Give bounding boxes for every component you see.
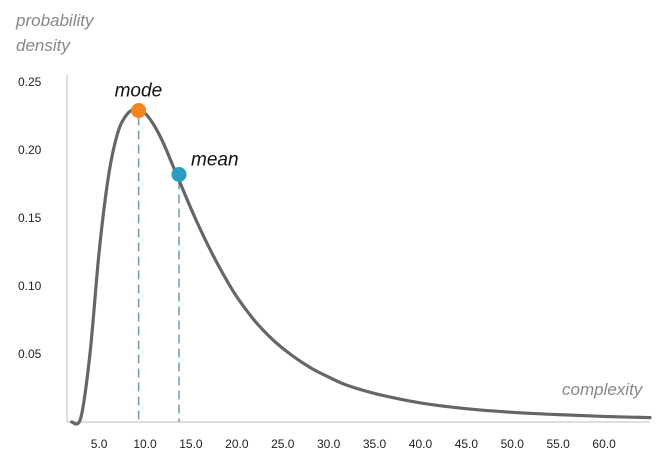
- mode-marker: [131, 103, 147, 119]
- x-tick-label: 20.0: [225, 437, 249, 451]
- annotations: mode mean: [115, 81, 239, 182]
- y-tick-labels: 0.05 0.10 0.15 0.20 0.25: [18, 75, 42, 361]
- y-axis-title-line-1: probability: [15, 11, 95, 30]
- x-tick-labels: 5.0 10.0 15.0 20.0 25.0 30.0 35.0 40.0 45.0 50.0 5…: [91, 437, 616, 451]
- mean-marker: [171, 166, 187, 182]
- x-tick-label: 55.0: [547, 437, 571, 451]
- annotation-guides: [137, 116, 180, 422]
- x-tick-label: 25.0: [271, 437, 295, 451]
- density-curve: [69, 107, 652, 426]
- x-tick-label: 5.0: [91, 437, 108, 451]
- x-tick-label: 60.0: [592, 437, 616, 451]
- y-tick-label: 0.25: [18, 75, 42, 89]
- x-tick-label: 35.0: [363, 437, 387, 451]
- y-tick-label: 0.15: [18, 211, 42, 225]
- y-tick-label: 0.20: [18, 143, 42, 157]
- mean-label: mean: [191, 149, 239, 170]
- mode-label: mode: [115, 81, 163, 102]
- x-tick-label: 10.0: [133, 437, 157, 451]
- y-tick-label: 0.10: [18, 279, 42, 293]
- x-tick-label: 40.0: [409, 437, 433, 451]
- x-tick-label: 15.0: [179, 437, 203, 451]
- x-tick-label: 50.0: [501, 437, 525, 451]
- y-axis-title-line-2: density: [16, 36, 71, 55]
- x-axis-title: complexity: [562, 380, 644, 399]
- y-tick-label: 0.05: [18, 347, 42, 361]
- x-tick-label: 45.0: [455, 437, 479, 451]
- x-tick-label: 30.0: [317, 437, 341, 451]
